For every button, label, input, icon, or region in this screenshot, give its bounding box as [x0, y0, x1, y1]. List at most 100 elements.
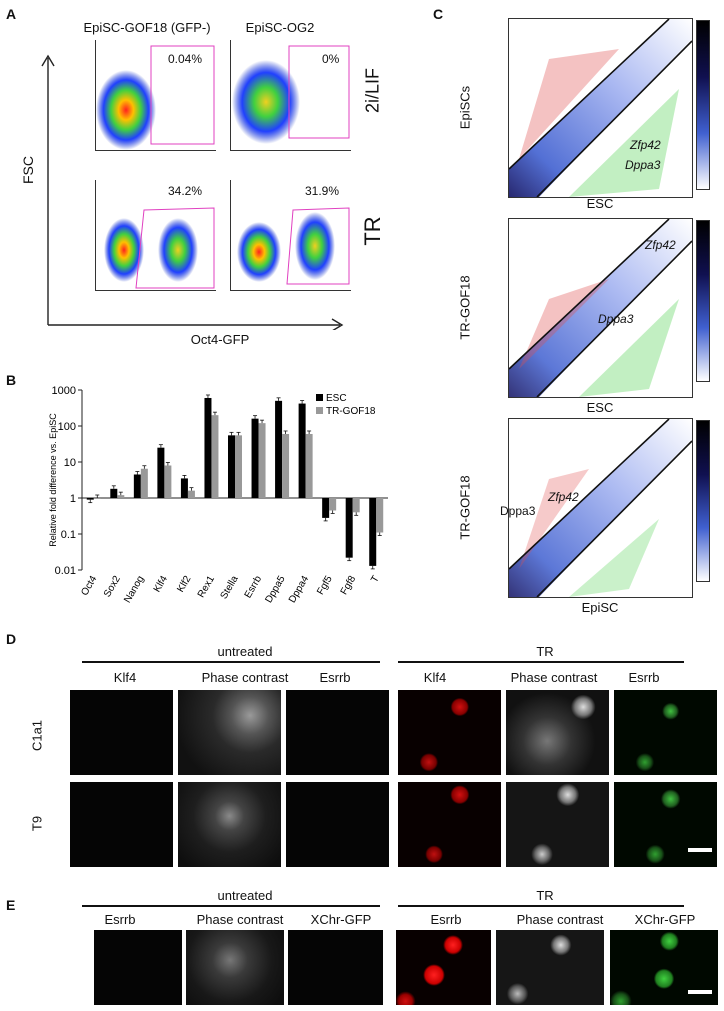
- bar-tr-gof18-oct4: [93, 498, 101, 499]
- flow-plot-3-density: [104, 207, 215, 289]
- panel-e-col-2: Phase contrast: [196, 912, 284, 927]
- panel-a-x-title: Oct4-GFP: [190, 332, 250, 347]
- bar-esc-esrrb: [251, 418, 259, 498]
- panel-b-chart: 1000 100 10 1 0.1 0.01 Relative fold differenc…: [48, 385, 388, 605]
- panel-d-group-untreated-line: [82, 661, 380, 663]
- gene-label-zfp42-2: Zfp42: [645, 238, 676, 252]
- panel-d-col-4: Klf4: [423, 670, 447, 685]
- panel-e-label: E: [6, 897, 16, 913]
- bar-esc-sox2: [110, 488, 118, 498]
- panel-d-col-1: Klf4: [113, 670, 137, 685]
- img-d-r1-esrrb-untreated: [286, 690, 389, 775]
- x-tick-sox2: Sox2: [102, 574, 123, 600]
- bar-tr-gof18-fgf5: [329, 498, 337, 511]
- bar-esc-klf4: [157, 447, 165, 498]
- x-tick-fgf8: Fgf8: [339, 574, 359, 597]
- panel-e-group-untreated: untreated: [217, 888, 273, 903]
- legend-swatch-tr-gof18: [316, 407, 323, 414]
- bar-esc-klf2: [180, 478, 188, 498]
- x-tick-oct4: Oct4: [79, 574, 99, 598]
- bar-tr-gof18-klf2: [187, 490, 195, 498]
- panel-c-scatter-1: [508, 18, 693, 198]
- bar-tr-gof18-stella: [235, 435, 242, 498]
- pct-label-2: 0%: [322, 52, 340, 66]
- x-tick-stella: Stella: [219, 574, 241, 602]
- img-d-r1-esrrb-tr: [614, 690, 717, 775]
- scatter-3-xlabel: EpiSC: [581, 600, 619, 615]
- scatter-1-svg: [509, 19, 692, 197]
- panel-e-group-tr: TR: [536, 888, 554, 903]
- img-e-xchr-untreated: [288, 930, 383, 1005]
- bar-tr-gof18-t: [376, 498, 384, 533]
- x-tick-rex1: Rex1: [196, 574, 217, 600]
- b-y-tick-label: 1000: [52, 385, 76, 397]
- img-e-esrrb-tr: [396, 930, 491, 1005]
- legend-label-tr-gof18: TR-GOF18: [326, 406, 376, 417]
- bar-esc-fgf8: [345, 498, 353, 558]
- bar-esc-dppa4: [298, 403, 306, 498]
- scatter-1-ylabel: EpiSCs: [457, 85, 473, 130]
- panel-e-col-3: XChr-GFP: [310, 912, 372, 927]
- b-y-tick-label: 10: [64, 457, 76, 469]
- flow-plot-1: [95, 40, 216, 151]
- x-tick-fgf5: Fgf5: [315, 574, 335, 597]
- panel-d-col-2: Phase contrast: [201, 670, 289, 685]
- x-tick-esrrb: Esrrb: [243, 574, 265, 601]
- img-e-esrrb-untreated: [94, 930, 182, 1005]
- scatter-2-xlabel: ESC: [586, 400, 614, 415]
- img-d-r2-esrrb-tr: [614, 782, 717, 867]
- flow-plot-1-density: [96, 45, 215, 150]
- flow-plot-2: [230, 40, 351, 151]
- bar-tr-gof18-dppa4: [305, 433, 313, 498]
- panel-d-group-tr: TR: [536, 644, 554, 659]
- flow-plot-4: [230, 180, 351, 291]
- x-tick-dppa5: Dppa5: [263, 574, 287, 605]
- bar-tr-gof18-dppa5: [282, 433, 290, 498]
- gene-label-dppa3-1: Dppa3: [625, 158, 661, 172]
- img-d-r2-klf4-untreated: [70, 782, 173, 867]
- panel-d-col-3: Esrrb: [319, 670, 351, 685]
- panel-d-col-5: Phase contrast: [510, 670, 598, 685]
- x-tick-nanog: Nanog: [122, 574, 146, 605]
- panel-d-row-2: T9: [29, 815, 45, 832]
- gene-label-zfp42-1: Zfp42: [630, 138, 661, 152]
- bar-esc-fgf5: [322, 498, 330, 518]
- panel-d-label: D: [6, 631, 17, 647]
- b-y-tick-label: 1: [70, 493, 76, 505]
- img-d-r1-klf4-untreated: [70, 690, 173, 775]
- colorbar-3: [696, 420, 710, 582]
- scale-bar-d: [688, 848, 712, 852]
- panel-a-col2-title: EpiSC-OG2: [245, 20, 315, 35]
- gene-label-dppa3-2: Dppa3: [598, 312, 634, 326]
- panel-c-scatter-3: [508, 418, 693, 598]
- panel-e-col-4: Esrrb: [430, 912, 462, 927]
- x-tick-klf2: Klf2: [175, 574, 193, 595]
- img-d-r2-klf4-tr: [398, 782, 501, 867]
- b-y-tick-label: 100: [58, 421, 76, 433]
- img-e-phase-tr: [496, 930, 604, 1005]
- img-d-r1-phase-untreated: [178, 690, 281, 775]
- panel-a-col1-title: EpiSC-GOF18 (GFP-): [83, 20, 211, 35]
- bar-tr-gof18-klf4: [164, 465, 172, 498]
- legend-swatch-esc: [316, 394, 323, 401]
- bar-esc-dppa5: [275, 400, 283, 498]
- gene-label-zfp42-3: Zfp42: [548, 490, 579, 504]
- img-d-r2-esrrb-untreated: [286, 782, 389, 867]
- panel-d-group-tr-line: [398, 661, 684, 663]
- panel-c-label: C: [433, 6, 444, 22]
- pct-label-4: 31.9%: [305, 184, 340, 198]
- img-d-r1-phase-tr: [506, 690, 609, 775]
- scatter-1-xlabel: ESC: [586, 196, 614, 211]
- x-tick-t: T: [369, 574, 382, 585]
- x-tick-klf4: Klf4: [152, 574, 170, 595]
- panel-d-group-untreated: untreated: [217, 644, 273, 659]
- panel-e-group-tr-line: [398, 905, 684, 907]
- bar-esc-t: [369, 498, 377, 566]
- scatter-2-svg: [509, 219, 692, 397]
- img-d-r1-klf4-tr: [398, 690, 501, 775]
- panel-b-label: B: [6, 372, 17, 388]
- bar-tr-gof18-nanog: [140, 468, 148, 498]
- legend-label-esc: ESC: [326, 393, 347, 404]
- panel-e-col-1: Esrrb: [104, 912, 136, 927]
- gene-label-dppa3-3: Dppa3: [500, 504, 536, 518]
